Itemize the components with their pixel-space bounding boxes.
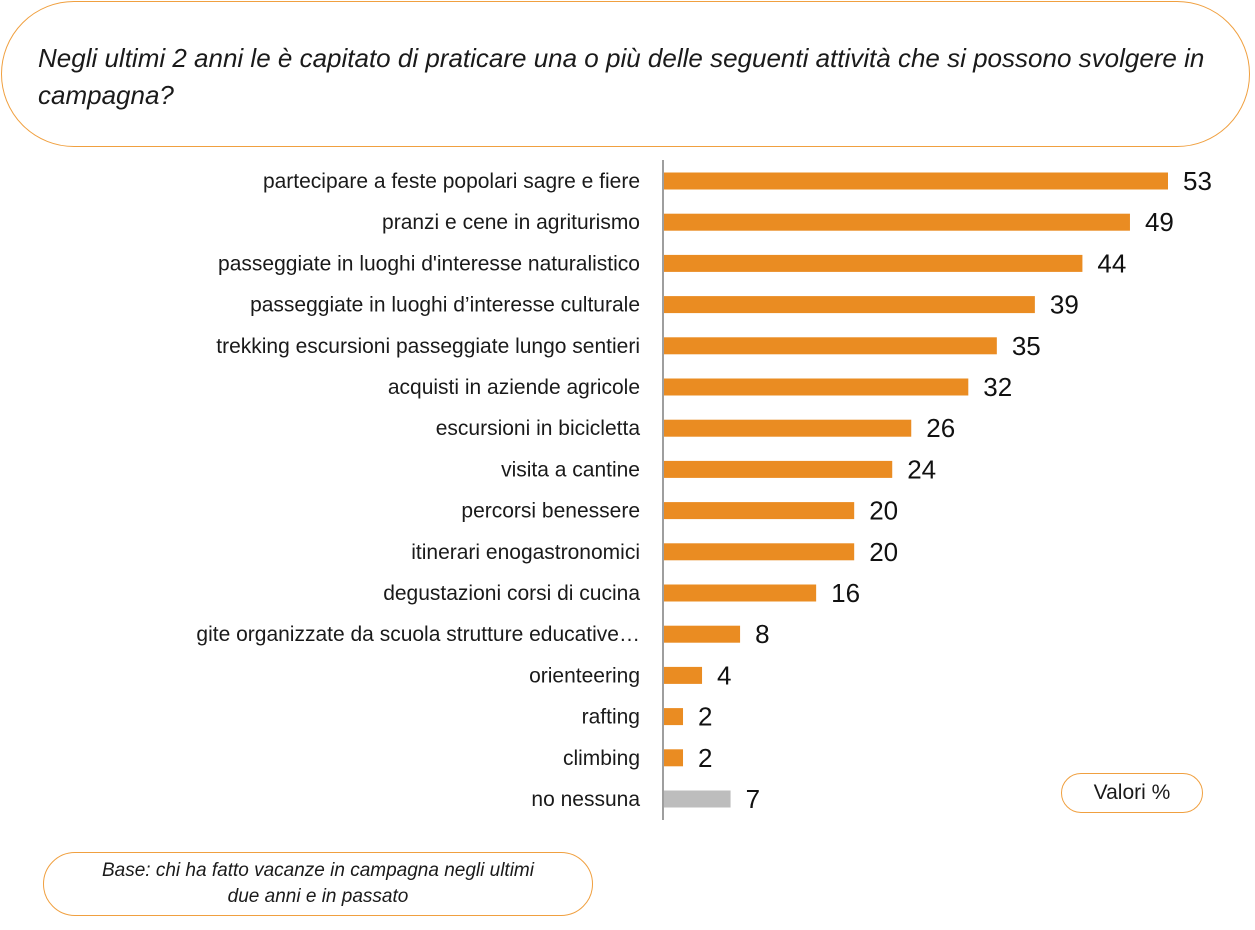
data-label: 16 (831, 578, 860, 608)
base-note-text: Base: chi ha fatto vacanze in campagna n… (102, 860, 534, 907)
bar (664, 584, 817, 602)
data-label: 35 (1012, 331, 1041, 361)
category-label: acquisti in aziende agricole (388, 376, 640, 399)
bar (664, 254, 1083, 272)
category-label: visita a cantine (501, 458, 640, 481)
category-label: gite organizzate da scuola strutture edu… (196, 623, 640, 646)
category-label: itinerari enogastronomici (411, 541, 640, 564)
bar (664, 296, 1035, 314)
bar (664, 543, 855, 561)
data-label: 2 (698, 702, 712, 732)
category-label: degustazioni corsi di cucina (383, 582, 640, 605)
category-label: climbing (563, 747, 640, 770)
category-label: passeggiate in luoghi d’interesse cultur… (250, 294, 640, 317)
category-label: partecipare a feste popolari sagre e fie… (263, 170, 640, 193)
bar (664, 337, 997, 355)
data-label: 26 (926, 413, 955, 443)
unit-label: Valori % (1093, 781, 1171, 804)
base-note: Base: chi ha fatto vacanze in campagna n… (43, 852, 593, 916)
data-label: 32 (983, 372, 1012, 402)
bar (664, 790, 731, 808)
bar (664, 213, 1130, 231)
data-label: 49 (1145, 207, 1174, 237)
category-label: percorsi benessere (461, 500, 640, 523)
bar (664, 625, 741, 643)
data-label: 39 (1050, 290, 1079, 320)
data-label: 24 (907, 454, 936, 484)
unit-label-badge: Valori % (1061, 773, 1203, 813)
data-label: 44 (1097, 248, 1126, 278)
data-label: 53 (1183, 166, 1212, 196)
data-label: 8 (755, 619, 769, 649)
question-box (1, 1, 1250, 147)
bar-chart: partecipare a feste popolari sagre e fie… (196, 160, 1212, 820)
data-label: 7 (746, 784, 760, 814)
data-label: 20 (869, 496, 898, 526)
question-text: Negli ultimi 2 anni le è capitato di pra… (38, 43, 1205, 110)
bar (664, 666, 703, 684)
data-label: 2 (698, 743, 712, 773)
category-label: no nessuna (531, 788, 640, 811)
category-label: rafting (582, 706, 640, 729)
bar (664, 749, 684, 767)
bar (664, 378, 969, 396)
bar (664, 172, 1168, 190)
data-label: 20 (869, 537, 898, 567)
bar (664, 708, 684, 726)
category-label: passeggiate in luoghi d'interesse natura… (218, 252, 640, 275)
bar (664, 460, 893, 478)
category-label: pranzi e cene in agriturismo (382, 211, 640, 234)
category-label: orienteering (529, 664, 640, 687)
bar (664, 502, 855, 520)
category-label: escursioni in bicicletta (436, 417, 641, 440)
category-label: trekking escursioni passeggiate lungo se… (216, 335, 640, 358)
bar (664, 419, 912, 437)
data-label: 4 (717, 660, 731, 690)
